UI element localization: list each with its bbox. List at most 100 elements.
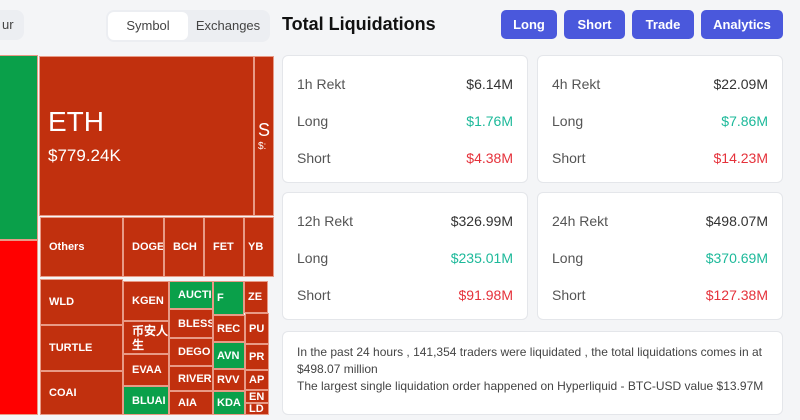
tile-label: AVN	[217, 349, 240, 362]
rekt-card: 12h Rekt $326.99M Long $235.01M Short $91.9…	[282, 192, 528, 320]
s-value: $:	[258, 141, 267, 152]
tile-label: FET	[213, 241, 234, 253]
short-label: Short	[297, 287, 331, 303]
tile-label: RVV	[217, 374, 240, 386]
treemap-tile-btc[interactable]	[0, 240, 38, 415]
tile-label: RIVER	[178, 372, 212, 385]
treemap-tile[interactable]: RVV	[213, 369, 245, 391]
short-value: $14.23M	[713, 150, 768, 166]
tile-label: BLESS	[178, 317, 213, 330]
treemap-tile-eth[interactable]: ETH $779.24K	[39, 56, 254, 216]
tile-label: KGEN	[132, 295, 164, 307]
treemap-tile[interactable]: REC	[213, 315, 245, 342]
treemap-tile[interactable]: PR	[245, 344, 269, 370]
long-value: $235.01M	[450, 250, 513, 266]
treemap-tile[interactable]: EN	[245, 390, 269, 403]
treemap-tile[interactable]: AP	[245, 370, 269, 390]
tile-label: REC	[217, 322, 241, 335]
tile-label: BCH	[173, 241, 197, 253]
tile-label: Others	[49, 241, 85, 253]
timeframe-button[interactable]: ur	[0, 10, 24, 40]
tile-label: KDA	[217, 397, 241, 409]
long-value: $7.86M	[721, 113, 768, 129]
short-label: Short	[552, 287, 586, 303]
treemap-tile[interactable]: AUCTI	[169, 281, 213, 309]
treemap-tile[interactable]: BCH	[164, 217, 204, 277]
treemap-tile-long[interactable]	[0, 55, 38, 240]
tile-label: EVAA	[132, 364, 162, 376]
short-value: $4.38M	[466, 150, 513, 166]
long-label: Long	[552, 250, 584, 266]
tile-label: EN	[249, 390, 265, 403]
card-total: $6.14M	[466, 76, 513, 92]
card-label: 4h Rekt	[552, 76, 601, 92]
card-total: $498.07M	[705, 213, 768, 229]
treemap-tile[interactable]: EVAA	[123, 354, 169, 386]
tile-label: TURTLE	[49, 342, 93, 354]
page-title: Total Liquidations	[282, 14, 436, 34]
treemap-tile[interactable]: TURTLE	[40, 325, 123, 371]
treemap-tile[interactable]: WLD	[40, 279, 123, 325]
card-label: 1h Rekt	[297, 76, 346, 92]
s-symbol: S	[258, 120, 271, 140]
eth-value: $779.24K	[48, 146, 121, 165]
long-label: Long	[297, 113, 329, 129]
tile-label: COAI	[49, 387, 77, 399]
tile-label: 币安人生	[132, 323, 169, 352]
short-label: Short	[297, 150, 331, 166]
short-button[interactable]: Short	[564, 10, 625, 39]
treemap-tile-s[interactable]: S $:	[254, 56, 274, 216]
short-value: $91.98M	[458, 287, 513, 303]
long-label: Long	[297, 250, 329, 266]
card-total: $326.99M	[450, 213, 513, 229]
treemap-tile[interactable]: AVN	[213, 342, 245, 369]
treemap-tile[interactable]: KDA	[213, 391, 245, 415]
treemap-tile[interactable]: LD	[245, 403, 269, 415]
trade-button[interactable]: Trade	[632, 10, 694, 39]
rekt-card: 1h Rekt $6.14M Long $1.76M Short $4.38M	[282, 55, 528, 183]
tile-label: PU	[249, 322, 265, 335]
treemap-tile[interactable]: COAI	[40, 371, 123, 415]
treemap-tile[interactable]: DOGE	[123, 217, 164, 277]
tile-label: DEGO	[178, 346, 211, 358]
treemap-tile[interactable]: 币安人生	[123, 321, 169, 354]
treemap-tile[interactable]: PU	[245, 313, 269, 344]
rekt-card: 4h Rekt $22.09M Long $7.86M Short $14.23M	[537, 55, 783, 183]
rekt-card: 24h Rekt $498.07M Long $370.69M Short $127.…	[537, 192, 783, 320]
toggle-exchanges[interactable]: Exchanges	[195, 18, 261, 33]
tile-label: DOGE	[132, 241, 164, 253]
tile-label: WLD	[49, 296, 75, 308]
treemap-tile[interactable]: F	[213, 281, 244, 315]
treemap-tile[interactable]: BLESS	[169, 309, 213, 338]
eth-symbol: ETH	[48, 106, 104, 137]
treemap-tile[interactable]: YB	[244, 217, 274, 277]
long-label: Long	[552, 113, 584, 129]
summary-line2: The largest single liquidation order hap…	[297, 379, 764, 393]
treemap-tile[interactable]: AIA	[169, 391, 213, 415]
short-value: $127.38M	[705, 287, 768, 303]
long-value: $1.76M	[466, 113, 513, 129]
short-label: Short	[552, 150, 586, 166]
treemap-tile[interactable]: ZE	[244, 281, 268, 313]
tile-label: AP	[249, 374, 265, 386]
tile-label: BLUAI	[132, 394, 166, 407]
card-total: $22.09M	[713, 76, 768, 92]
long-button[interactable]: Long	[501, 10, 557, 39]
tile-label: YB	[248, 241, 264, 253]
treemap: ETH $779.24K S $: Others DOGE BCH FET YB WLD T…	[0, 55, 274, 415]
tile-label: AIA	[178, 397, 197, 409]
tile-label: AUCTI	[178, 289, 212, 301]
toggle-symbol[interactable]: Symbol	[108, 12, 188, 40]
long-value: $370.69M	[705, 250, 768, 266]
treemap-tile[interactable]: RIVER	[169, 366, 213, 391]
treemap-tile[interactable]: BLUAI	[123, 386, 169, 415]
tile-label: LD	[249, 403, 264, 415]
tile-label: ZE	[248, 291, 263, 303]
summary-card: In the past 24 hours , 141,354 traders w…	[282, 331, 783, 415]
treemap-tile[interactable]: FET	[204, 217, 244, 277]
treemap-tile[interactable]: Others	[40, 217, 123, 277]
summary-line1: In the past 24 hours , 141,354 traders w…	[297, 345, 762, 376]
analytics-button[interactable]: Analytics	[701, 10, 783, 39]
treemap-tile[interactable]: KGEN	[123, 281, 169, 321]
treemap-tile[interactable]: DEGO	[169, 338, 213, 366]
